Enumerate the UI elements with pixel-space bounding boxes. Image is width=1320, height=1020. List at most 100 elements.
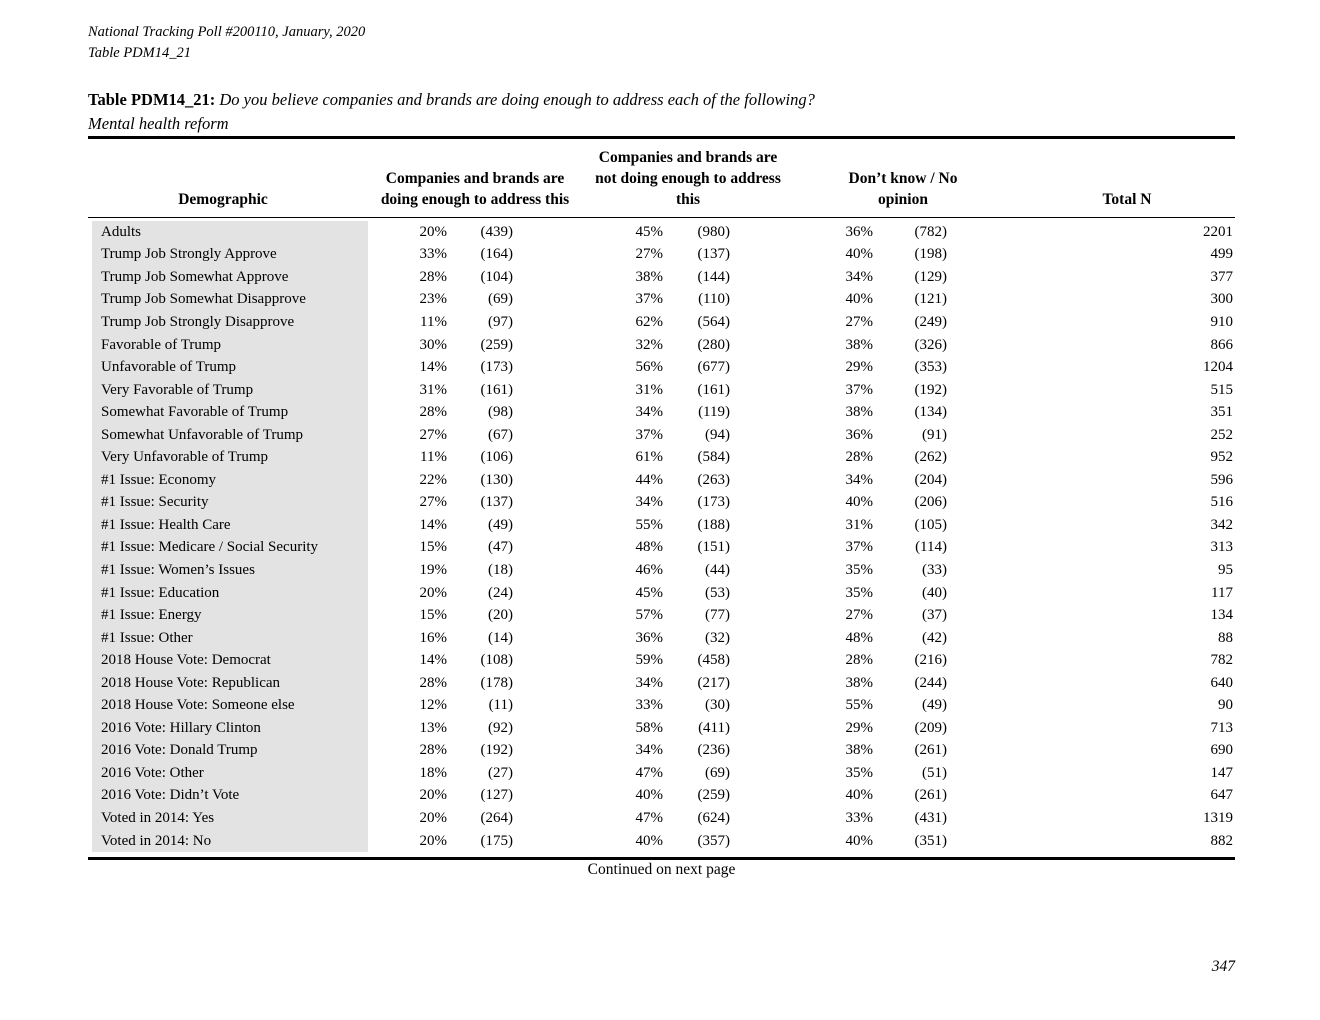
- doing-enough-n: (108): [480, 652, 514, 669]
- dont-know-n: (782): [914, 223, 948, 240]
- demographic-label: 2016 Vote: Donald Trump: [88, 739, 368, 763]
- not-doing-enough-n: (119): [698, 404, 730, 421]
- table-row: #1 Issue: Energy 15% (20) 57% (77) 27% (…: [88, 604, 1235, 627]
- dont-know-n: (51): [922, 764, 947, 781]
- not-doing-enough-n: (564): [697, 313, 731, 330]
- dont-know-n: (209): [914, 719, 948, 736]
- table-row: #1 Issue: Other 16% (14) 36% (32) 48% (4…: [88, 626, 1235, 650]
- not-doing-enough-pct: 55%: [635, 516, 664, 533]
- table-row: Very Favorable of Trump 31% (161) 31% (1…: [88, 378, 1235, 402]
- dont-know-n: (91): [922, 426, 947, 443]
- doing-enough-pct: 20%: [419, 787, 448, 804]
- doing-enough-n: (264): [480, 809, 514, 826]
- table-row: Trump Job Somewhat Disapprove 23% (69) 3…: [88, 288, 1235, 312]
- doing-enough-pct: 14%: [419, 359, 448, 376]
- dont-know-n: (261): [914, 787, 948, 804]
- doing-enough-n: (173): [480, 359, 514, 376]
- not-doing-enough-n: (44): [705, 561, 730, 578]
- not-doing-enough-n: (280): [697, 336, 731, 353]
- doing-enough-n: (27): [488, 764, 513, 781]
- total-n: 596: [1210, 471, 1234, 488]
- not-doing-enough-pct: 44%: [635, 471, 664, 488]
- doing-enough-pct: 16%: [419, 629, 448, 646]
- dont-know-pct: 40%: [845, 494, 874, 511]
- demographic-label: Trump Job Somewhat Disapprove: [88, 288, 368, 312]
- not-doing-enough-n: (173): [697, 494, 731, 511]
- total-n: 499: [1210, 246, 1234, 263]
- column-header-total-n: Total N: [1102, 191, 1152, 208]
- table-row: Voted in 2014: No 20% (175) 40% (357) 40…: [88, 829, 1235, 853]
- table-row: 2016 Vote: Donald Trump 28% (192) 34% (2…: [88, 739, 1235, 763]
- demographic-label: #1 Issue: Women’s Issues: [88, 559, 368, 582]
- doing-enough-n: (20): [488, 607, 513, 624]
- table-row: Trump Job Strongly Approve 33% (164) 27%…: [88, 243, 1235, 267]
- dont-know-pct: 31%: [845, 516, 874, 533]
- demographic-label: #1 Issue: Energy: [88, 604, 368, 627]
- not-doing-enough-n: (188): [697, 516, 731, 533]
- table-title: Table PDM14_21: Do you believe companies…: [88, 88, 1238, 136]
- not-doing-enough-n: (110): [698, 291, 730, 308]
- doing-enough-pct: 15%: [419, 607, 448, 624]
- not-doing-enough-pct: 34%: [635, 742, 664, 759]
- doing-enough-n: (130): [480, 471, 514, 488]
- not-doing-enough-n: (584): [697, 449, 731, 466]
- not-doing-enough-n: (161): [697, 381, 731, 398]
- dont-know-n: (244): [914, 674, 948, 691]
- dont-know-n: (114): [915, 539, 947, 556]
- not-doing-enough-pct: 34%: [635, 404, 664, 421]
- not-doing-enough-n: (263): [697, 471, 731, 488]
- page-number: 347: [1211, 958, 1235, 975]
- total-n: 782: [1210, 652, 1234, 669]
- demographic-label: #1 Issue: Education: [88, 581, 368, 605]
- dont-know-n: (105): [914, 516, 948, 533]
- not-doing-enough-n: (144): [697, 268, 731, 285]
- column-header-dont-know: Don’t know / No opinion: [848, 170, 958, 208]
- dont-know-pct: 38%: [845, 404, 874, 421]
- doing-enough-pct: 11%: [420, 449, 447, 466]
- dont-know-pct: 28%: [845, 652, 874, 669]
- table-title-question: Table PDM14_21: Do you believe companies…: [88, 88, 1238, 112]
- not-doing-enough-n: (677): [697, 359, 731, 376]
- total-n: 342: [1210, 516, 1234, 533]
- dont-know-n: (216): [914, 652, 948, 669]
- doing-enough-n: (161): [480, 381, 514, 398]
- dont-know-pct: 38%: [845, 742, 874, 759]
- demographic-label: 2018 House Vote: Someone else: [88, 694, 368, 718]
- doing-enough-pct: 13%: [419, 719, 448, 736]
- doing-enough-n: (175): [480, 832, 514, 849]
- not-doing-enough-n: (236): [697, 742, 731, 759]
- doing-enough-pct: 22%: [419, 471, 448, 488]
- total-n: 300: [1210, 291, 1234, 308]
- table-row: Adults 20% (439) 45% (980) 36% (782) 220…: [88, 221, 1235, 244]
- not-doing-enough-n: (217): [697, 674, 731, 691]
- demographic-label: Trump Job Somewhat Approve: [88, 266, 368, 289]
- dont-know-pct: 37%: [845, 381, 874, 398]
- table-title-question-text: Do you believe companies and brands are …: [219, 90, 815, 109]
- doing-enough-n: (259): [480, 336, 514, 353]
- table-row: Favorable of Trump 30% (259) 32% (280) 3…: [88, 333, 1235, 357]
- column-header-demographic: Demographic: [178, 191, 268, 208]
- table-row: 2016 Vote: Other 18% (27) 47% (69) 35% (…: [88, 762, 1235, 785]
- total-n: 2201: [1203, 223, 1233, 240]
- table-header-row: Demographic Companies and brands are doi…: [88, 139, 1235, 218]
- total-n: 690: [1210, 742, 1234, 759]
- dont-know-n: (49): [922, 697, 947, 714]
- not-doing-enough-pct: 37%: [635, 426, 664, 443]
- not-doing-enough-pct: 61%: [635, 449, 664, 466]
- total-n: 515: [1210, 381, 1234, 398]
- not-doing-enough-pct: 47%: [635, 764, 664, 781]
- demographic-label: #1 Issue: Other: [88, 626, 368, 650]
- total-n: 313: [1210, 539, 1234, 556]
- doing-enough-n: (47): [488, 539, 513, 556]
- dont-know-pct: 33%: [845, 809, 874, 826]
- demographic-label: #1 Issue: Health Care: [88, 514, 368, 537]
- not-doing-enough-n: (357): [697, 832, 731, 849]
- doing-enough-pct: 23%: [419, 291, 448, 308]
- dont-know-n: (37): [922, 607, 947, 624]
- not-doing-enough-n: (30): [705, 697, 730, 714]
- table-id-line: Table PDM14_21: [88, 45, 191, 61]
- doing-enough-n: (127): [480, 787, 514, 804]
- doing-enough-n: (98): [488, 404, 513, 421]
- not-doing-enough-pct: 32%: [635, 336, 664, 353]
